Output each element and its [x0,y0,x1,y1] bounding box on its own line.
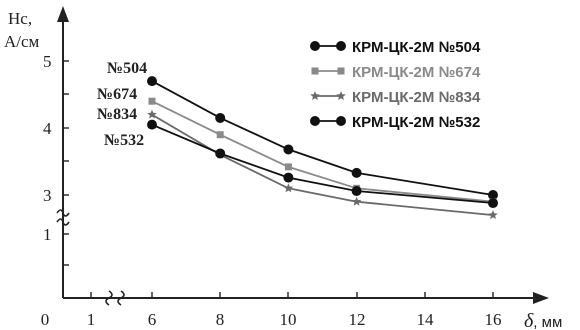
y-tick-label: 3 [43,186,52,205]
data-point [147,109,157,119]
data-point [283,172,294,183]
legend-swatch-marker [310,91,320,100]
legend-label-834: КРМ-ЦК-2М №834 [352,89,481,106]
data-point [284,163,292,171]
x-tick-label: 14 [417,310,435,329]
x-axis-label: δ, мм [524,310,562,330]
legend-swatch-marker [336,41,346,51]
legend-label-504: КРМ-ЦК-2М №504 [352,39,481,56]
data-point [147,76,157,87]
legend-swatch-marker [310,41,320,51]
legend-swatch-marker [336,116,346,126]
legend: КРМ-ЦК-2М №504 КРМ-ЦК-2М №674 КРМ-ЦК-2М … [310,39,481,131]
legend-label-532: КРМ-ЦК-2М №532 [352,114,480,131]
x-ticks [90,292,494,298]
data-point [283,144,294,155]
x-tick-label: 0 [41,310,50,329]
x-tick-label: 16 [485,310,502,329]
legend-label-674: КРМ-ЦК-2М №674 [352,64,481,81]
series-callout-532: №532 [104,132,144,149]
y-tick-label: 1 [43,225,52,244]
y-ticks [63,60,69,266]
series-callout-674: №674 [97,86,137,103]
series-callout-834: №834 [97,106,137,123]
y-axis-break [56,209,70,226]
y-axis-arrow [57,6,69,22]
data-point [351,185,362,196]
y-tick-label: 4 [43,119,52,138]
x-axis-symbol: δ [524,310,534,330]
y-axis-unit: А/см [4,32,40,51]
x-tick-label: 10 [280,310,297,329]
data-point [216,131,224,139]
x-axis-arrow [533,292,549,304]
x-axis-break [105,290,125,306]
legend-swatch-marker [310,116,320,126]
data-point [351,167,362,178]
data-point [351,196,362,206]
data-point [488,198,498,209]
series-layer [147,76,498,220]
y-axis-label: Hc, [8,9,32,28]
series-line [151,123,494,204]
data-point [215,112,226,123]
x-axis-unit: , мм [533,314,562,330]
series-callout-504: №504 [107,60,147,77]
data-point [488,190,498,200]
data-point [488,210,498,220]
legend-swatch-marker [311,67,319,75]
data-point [215,148,226,159]
data-point [148,97,156,105]
data-point [147,119,157,130]
legend-swatch-marker [336,91,346,100]
data-point [283,183,294,193]
x-tick-label: 1 [87,310,96,329]
y-tick-label: 5 [43,52,52,71]
legend-swatch-marker [337,67,345,75]
x-tick-label: 6 [148,310,157,329]
x-tick-label: 8 [216,310,225,329]
x-tick-label: 12 [349,310,366,329]
